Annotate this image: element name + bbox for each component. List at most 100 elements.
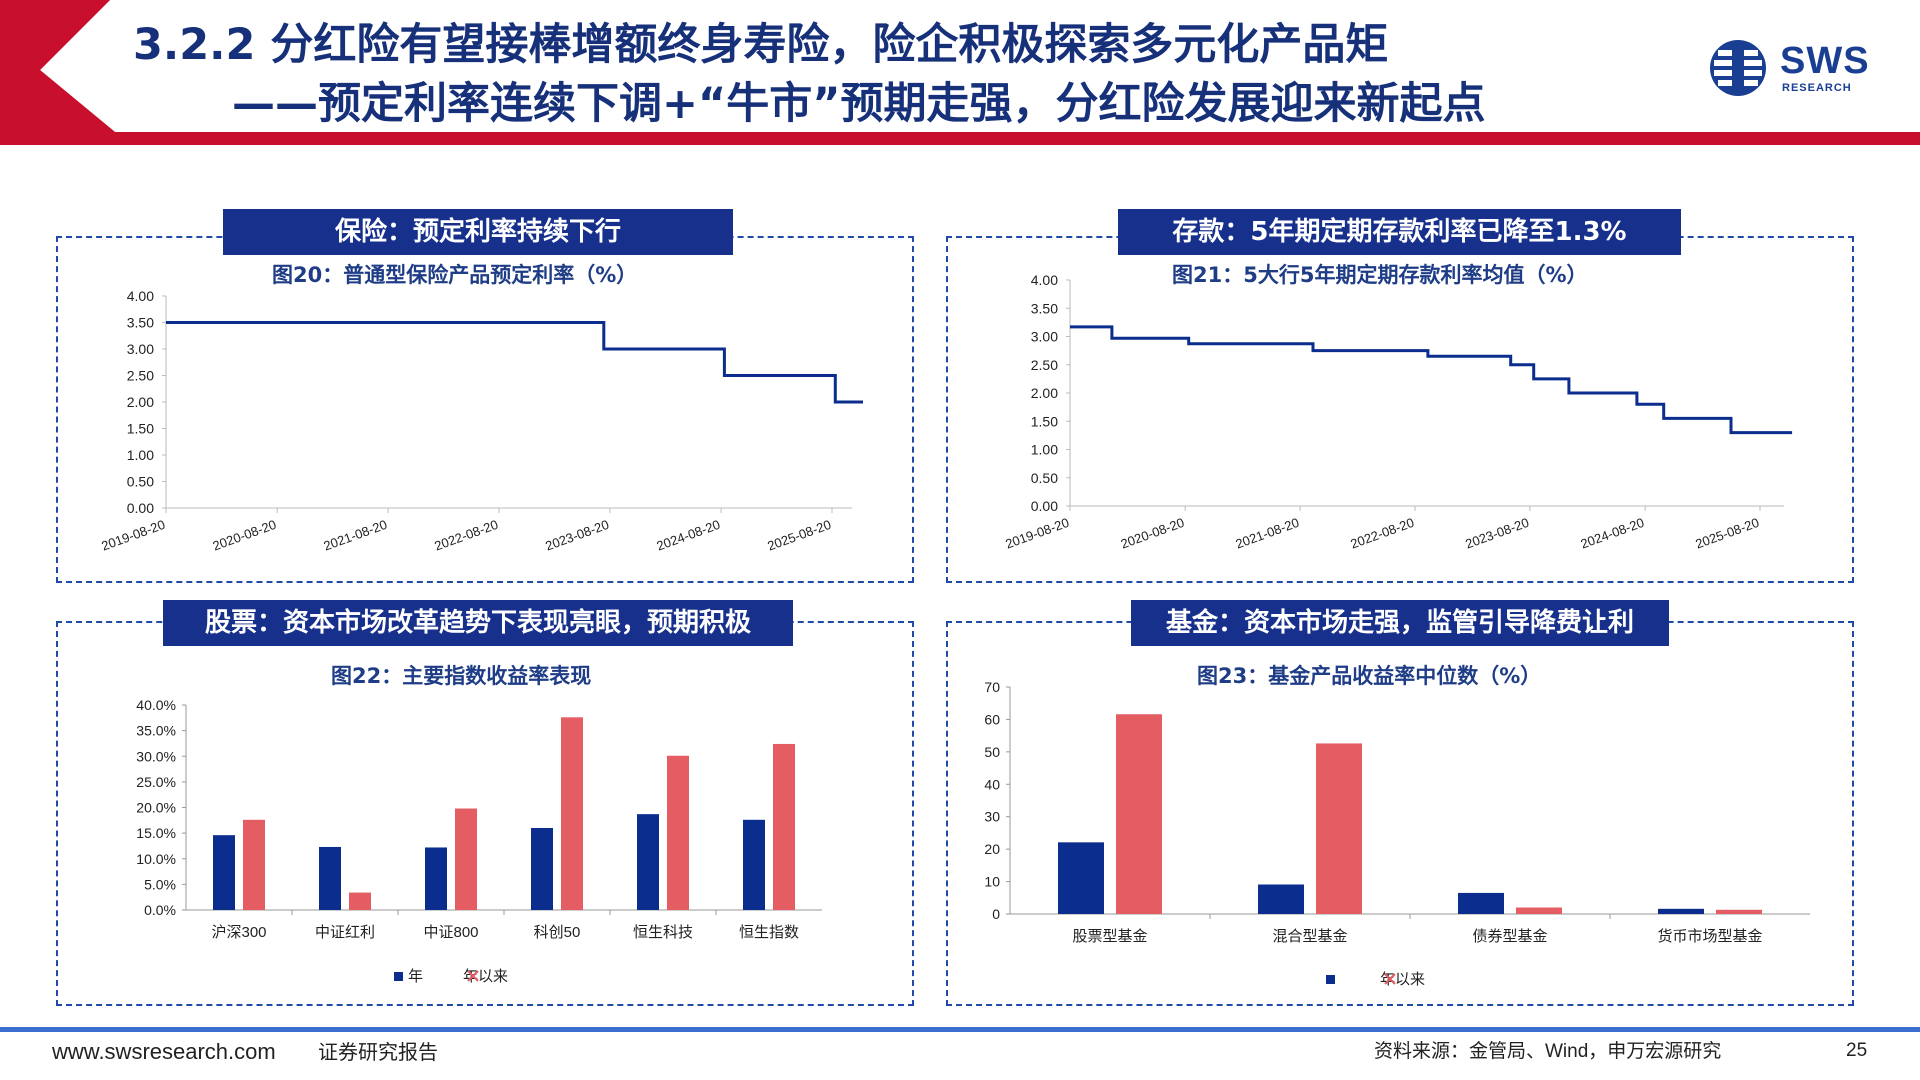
fig22-legend-label: 年以来 bbox=[463, 968, 508, 985]
fig23-y-tick-label: 60 bbox=[984, 711, 1000, 727]
panel-title-funds: 基金：资本市场走强，监管引导降费让利 bbox=[1131, 600, 1669, 646]
fig20-y-tick-label: 0.50 bbox=[127, 474, 154, 490]
fig21-x-tick-label: 2020-08-20 bbox=[1119, 515, 1187, 552]
chart-fig20: 0.00 0.50 1.00 1.50 2.00 2.50 3.00 3.50 4.00 2019… bbox=[99, 288, 863, 554]
fig21-series-line bbox=[1070, 325, 1793, 435]
header-white-notch bbox=[0, 0, 115, 132]
fig21-x-tick-label: 2022-08-20 bbox=[1348, 515, 1416, 552]
fig20-y-tick-label: 3.00 bbox=[127, 341, 154, 357]
footer-website[interactable]: www.swsresearch.com bbox=[52, 1039, 276, 1064]
fig21-y-tick-label: 4.00 bbox=[1031, 272, 1058, 288]
fig21-title: 图21：5大行5年期定期存款利率均值（%） bbox=[1172, 263, 1588, 287]
chart-fig21: 0.00 0.50 1.00 1.50 2.00 2.50 3.00 3.50 4.00 2019… bbox=[1003, 272, 1793, 552]
fig20-x-tick-label: 2021-08-20 bbox=[322, 517, 390, 554]
fig23-bar-red bbox=[1516, 907, 1562, 914]
fig20-x-tick-label: 2024-08-20 bbox=[655, 517, 723, 554]
footer-divider bbox=[0, 1027, 1920, 1032]
panel-title-insurance: 保险：预定利率持续下行 bbox=[223, 209, 733, 255]
fig22-legend-label: 年 bbox=[408, 968, 423, 985]
page-number: 25 bbox=[1846, 1040, 1868, 1061]
fig23-y-tick-label: 20 bbox=[984, 841, 1000, 857]
fig23-bar-red bbox=[1316, 743, 1362, 914]
fig21-y-tick-label: 2.50 bbox=[1031, 357, 1058, 373]
sws-globe-icon bbox=[1710, 40, 1766, 96]
fig22-title: 图22：主要指数收益率表现 bbox=[331, 664, 592, 688]
header-white-arrow bbox=[50, 8, 120, 132]
fig22-bar-blue bbox=[319, 846, 341, 910]
fig23-bar-red bbox=[1116, 714, 1162, 914]
fig20-x-tick-label: 2019-08-20 bbox=[99, 517, 167, 554]
header-banner bbox=[0, 0, 1920, 145]
fig20-series-line bbox=[166, 321, 863, 404]
fig20-x-tick-label: 2020-08-20 bbox=[211, 517, 279, 554]
fig23-y-tick-label: 30 bbox=[984, 809, 1000, 825]
fig22-legend-marker-red bbox=[467, 970, 479, 982]
fig22-bar-red bbox=[773, 743, 795, 910]
fig22-bar-red bbox=[667, 755, 689, 910]
fig21-y-tick-label: 1.00 bbox=[1031, 442, 1058, 458]
fig20-y-tick-label: 0.00 bbox=[127, 500, 154, 516]
fig22-category-label: 中证800 bbox=[423, 924, 478, 941]
fig23-category-label: 债券型基金 bbox=[1472, 928, 1547, 945]
fig23-y-tick-label: 70 bbox=[984, 679, 1000, 695]
footer-source: 资料来源：金管局、Wind，申万宏源研究 bbox=[1374, 1041, 1722, 1062]
logo-subtext: RESEARCH bbox=[1782, 82, 1852, 94]
fig22-y-tick-label: 30.0% bbox=[136, 748, 176, 764]
fig20-y-tick-label: 4.00 bbox=[127, 288, 154, 304]
fig22-bar-red bbox=[561, 717, 583, 910]
fig22-y-tick-label: 10.0% bbox=[136, 851, 176, 867]
fig23-legend-marker-red bbox=[1384, 973, 1396, 985]
fig21-x-tick-label: 2025-08-20 bbox=[1693, 515, 1761, 552]
fig21-x-tick-label: 2019-08-20 bbox=[1003, 515, 1071, 552]
fig23-bar-blue bbox=[1258, 884, 1304, 914]
panel-title-deposit: 存款：5年期定期存款利率已降至1.3% bbox=[1118, 209, 1681, 255]
fig22-y-tick-label: 15.0% bbox=[136, 825, 176, 841]
fig23-y-tick-label: 0 bbox=[992, 906, 1000, 922]
fig23-title: 图23：基金产品收益率中位数（%） bbox=[1197, 664, 1542, 688]
fig21-y-tick-label: 1.50 bbox=[1031, 413, 1058, 429]
page-title-line2: ——预定利率连续下调+“牛市”预期走强，分红险发展迎来新起点 bbox=[232, 79, 1486, 129]
fig23-bar-blue bbox=[1058, 842, 1104, 914]
fig22-category-label: 沪深300 bbox=[211, 924, 266, 941]
fig22-category-label: 恒生指数 bbox=[739, 924, 799, 941]
fig23-bar-blue bbox=[1458, 892, 1504, 914]
fig22-category-label: 科创50 bbox=[534, 924, 581, 941]
fig21-x-tick-label: 2024-08-20 bbox=[1579, 515, 1647, 552]
fig23-legend-swatch-blue bbox=[1326, 975, 1335, 984]
fig23-category-label: 货币市场型基金 bbox=[1657, 928, 1762, 945]
fig21-y-tick-label: 0.50 bbox=[1031, 470, 1058, 486]
fig23-y-tick-label: 10 bbox=[984, 874, 1000, 890]
fig20-y-tick-label: 2.00 bbox=[127, 394, 154, 410]
fig22-bar-blue bbox=[531, 828, 553, 910]
fig23-bar-blue bbox=[1658, 908, 1704, 914]
fig22-bar-blue bbox=[425, 847, 447, 910]
fig20-x-tick-label: 2025-08-20 bbox=[765, 517, 833, 554]
sws-logo: SWS RESEARCH bbox=[1704, 36, 1894, 96]
fig22-bar-blue bbox=[213, 835, 235, 910]
fig20-y-tick-label: 3.50 bbox=[127, 315, 154, 331]
fig22-bar-blue bbox=[743, 819, 765, 910]
fig22-bar-red bbox=[349, 892, 371, 910]
fig22-bar-blue bbox=[637, 814, 659, 910]
fig22-legend-swatch-blue bbox=[394, 972, 403, 981]
fig23-category-label: 股票型基金 bbox=[1072, 928, 1147, 945]
fig21-y-tick-label: 3.00 bbox=[1031, 329, 1058, 345]
fig23-category-label: 混合型基金 bbox=[1272, 928, 1347, 945]
chart-fig22: 0.0% 5.0% 10.0% 15.0% 20.0% 25.0% 30.0% 35.0% 40… bbox=[136, 697, 822, 985]
fig21-y-tick-label: 2.00 bbox=[1031, 385, 1058, 401]
fig22-category-label: 恒生科技 bbox=[633, 924, 693, 941]
fig22-y-tick-label: 20.0% bbox=[136, 800, 176, 816]
fig21-x-tick-label: 2023-08-20 bbox=[1463, 515, 1531, 552]
page-title-line1: 3.2.2 分红险有望接棒增额终身寿险，险企积极探索多元化产品矩 bbox=[133, 20, 1389, 70]
fig21-y-tick-label: 3.50 bbox=[1031, 300, 1058, 316]
logo-text: SWS bbox=[1780, 40, 1870, 82]
fig23-legend-label: 年以来 bbox=[1380, 971, 1425, 988]
fig21-x-tick-label: 2021-08-20 bbox=[1234, 515, 1302, 552]
fig22-y-tick-label: 0.0% bbox=[144, 902, 176, 918]
fig20-y-tick-label: 1.00 bbox=[127, 447, 154, 463]
fig23-y-tick-label: 40 bbox=[984, 776, 1000, 792]
fig20-x-tick-label: 2023-08-20 bbox=[543, 517, 611, 554]
fig20-title: 图20：普通型保险产品预定利率（%） bbox=[272, 263, 638, 287]
fig21-y-tick-label: 0.00 bbox=[1031, 498, 1058, 514]
